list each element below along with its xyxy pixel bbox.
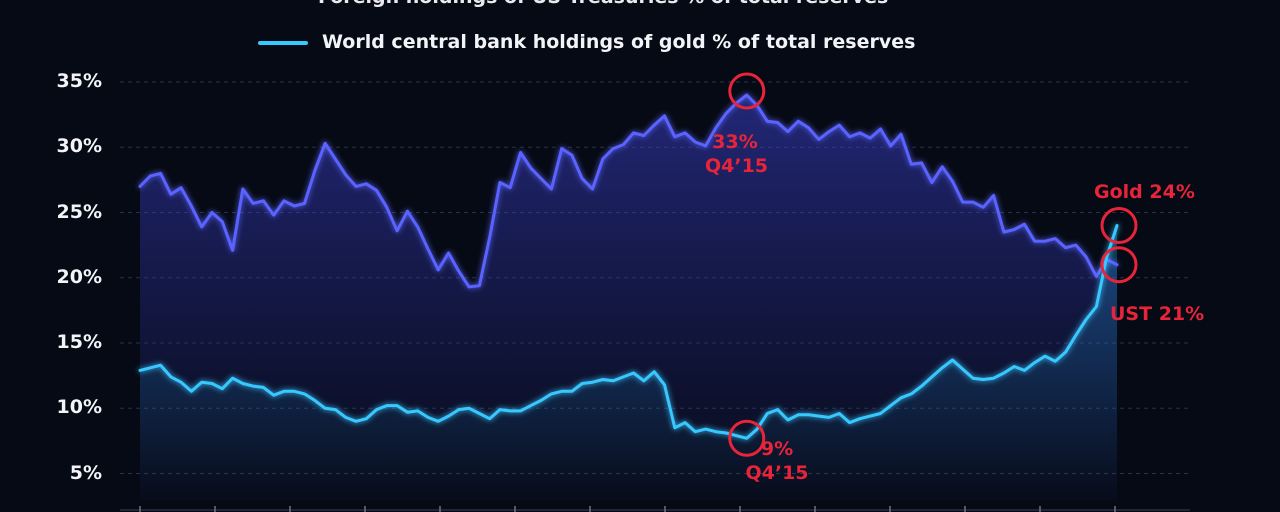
y-tick-label: 20% (56, 265, 102, 288)
y-tick-label: 15% (56, 331, 102, 353)
annotation-ust-peak-pct: 33% (712, 131, 758, 153)
series-gold-area (140, 225, 1117, 500)
area-fills (140, 95, 1117, 500)
annotation-ust-peak: 33% Q4’15 (705, 130, 769, 178)
annotation-gold-latest: Gold 24% (1094, 181, 1195, 203)
legend-label-gold: World central bank holdings of gold % of… (322, 31, 916, 53)
y-tick-label: 5% (69, 461, 102, 484)
chart-title: Foreign holdings of US Treasuries % of t… (318, 0, 888, 8)
annotation-circles (728, 72, 1138, 457)
series-gold-line (138, 224, 1119, 440)
y-tick-label: 10% (56, 396, 102, 419)
annotation-ust-peak-period: Q4’15 (705, 155, 769, 177)
series-ust-line (138, 93, 1119, 289)
annotation-gold-low-pct: 9% (760, 438, 794, 460)
annotation-gold-low: 9% Q4’15 (745, 437, 809, 485)
series-ust-area (140, 95, 1117, 500)
legend-swatch-gold (258, 41, 308, 45)
marker-gold-low (728, 419, 766, 457)
annotation-gold-low-period: Q4’15 (745, 462, 809, 484)
marker-ust-latest (1100, 246, 1138, 284)
x-axis-ticks (120, 506, 1190, 512)
marker-gold-latest (1100, 207, 1138, 245)
y-tick-label: 35% (56, 70, 102, 92)
y-tick-label: 30% (56, 135, 102, 158)
series-lines (138, 93, 1119, 440)
y-tick-label: 25% (56, 200, 102, 223)
annotation-ust-latest: UST 21% (1110, 303, 1205, 325)
marker-ust-peak (728, 72, 766, 110)
